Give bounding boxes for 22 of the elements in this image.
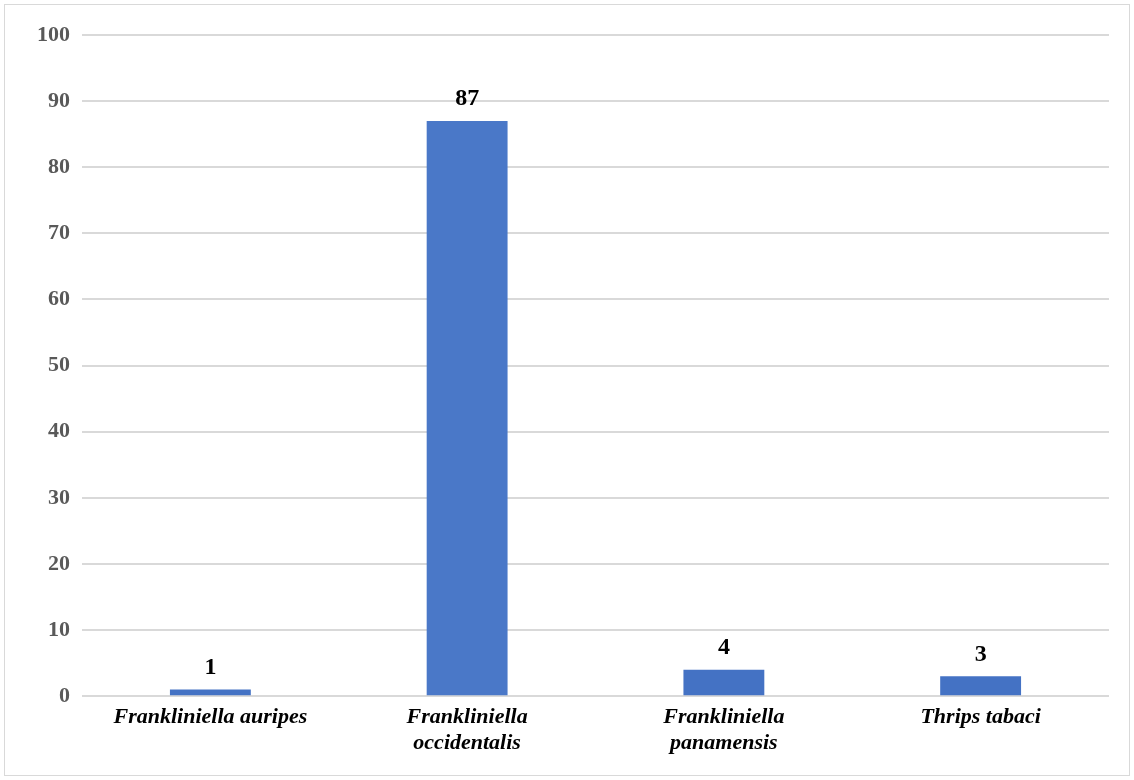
y-tick-label: 80	[48, 152, 70, 178]
data-label: 87	[455, 84, 480, 111]
y-tick-label: 40	[48, 417, 70, 443]
x-tick-label: Frankliniella auripes	[112, 703, 308, 729]
y-tick-label: 50	[48, 351, 70, 377]
y-tick-label: 100	[37, 20, 70, 46]
y-tick-label: 30	[48, 483, 70, 509]
bar	[426, 120, 508, 696]
y-tick-label: 70	[48, 219, 70, 245]
bar	[683, 669, 765, 696]
y-tick-label: 0	[59, 681, 70, 707]
data-label: 1	[204, 652, 217, 679]
x-tick-label: Frankliniella occidentalis	[405, 703, 528, 755]
bar	[940, 676, 1022, 696]
y-tick-label: 20	[48, 549, 70, 575]
y-tick-label: 60	[48, 285, 70, 311]
x-tick-label: Frankliniella panamensis	[662, 703, 785, 755]
y-tick-label: 90	[48, 86, 70, 112]
x-tick-label: Thrips tabaci	[920, 703, 1042, 729]
data-label: 4	[717, 632, 730, 659]
data-label: 3	[974, 639, 987, 666]
y-tick-label: 10	[48, 615, 70, 641]
